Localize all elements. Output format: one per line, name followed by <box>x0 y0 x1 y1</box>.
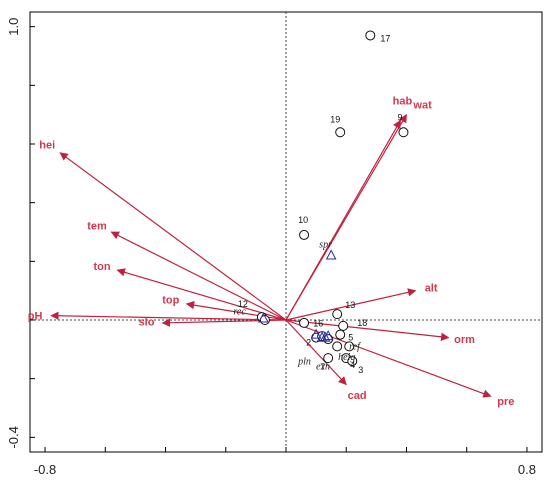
env-label-hab: hab <box>393 95 413 107</box>
env-label-tem: tem <box>87 221 107 233</box>
env-label-cad: cad <box>348 390 367 402</box>
env-arrow-pH <box>50 311 287 321</box>
x-tick-label: 0.8 <box>518 462 536 477</box>
site-label-10: 10 <box>298 215 308 225</box>
species-label-ref: ref <box>349 342 361 353</box>
species-label-exn: exn <box>316 362 330 373</box>
species-label-rec: rec <box>233 307 246 318</box>
env-arrow-cad <box>285 319 347 386</box>
site-label-7: 7 <box>320 362 325 372</box>
species-marker-pln <box>310 328 322 339</box>
site-point-19 <box>335 127 346 138</box>
env-arrow-wat <box>285 113 407 321</box>
site-label-19: 19 <box>330 114 340 124</box>
site-point-6 <box>344 341 355 352</box>
site-label-13: 13 <box>345 300 355 310</box>
site-point-3 <box>347 356 358 367</box>
env-label-slo: slo <box>139 316 155 328</box>
env-arrow-top <box>185 300 287 321</box>
y-tick-label: 1.0 <box>6 18 21 36</box>
env-label-pH: pH <box>28 310 43 322</box>
site-label-9: 9 <box>397 112 402 122</box>
site-label-4: 4 <box>350 360 355 370</box>
species-marker-rec <box>258 312 269 323</box>
site-label-3: 3 <box>358 365 363 375</box>
site-point-15 <box>299 317 310 328</box>
env-arrow-tem <box>110 231 287 321</box>
site-point-5 <box>335 329 346 340</box>
env-label-wat: wat <box>412 100 432 112</box>
site-point-13 <box>332 309 343 320</box>
site-point-7 <box>323 353 334 364</box>
site-label-18: 18 <box>357 318 367 328</box>
site-point-16 <box>332 341 343 352</box>
env-label-hei: hei <box>39 139 55 151</box>
species-label-pln: pln <box>297 357 311 368</box>
species-label-spr: spr <box>319 239 332 250</box>
site-point-18 <box>338 320 349 331</box>
env-arrow-hei <box>59 152 287 321</box>
site-label-12: 12 <box>238 299 248 309</box>
env-label-alt: alt <box>425 283 438 295</box>
y-tick-label: -0.4 <box>6 426 21 448</box>
site-label-2: 2 <box>306 338 311 348</box>
env-arrow-alt <box>285 288 417 321</box>
site-point-17 <box>365 30 376 41</box>
env-arrow-ton <box>116 268 287 321</box>
env-label-orm: orm <box>454 334 475 346</box>
site-label-17: 17 <box>380 33 390 43</box>
site-label-5: 5 <box>348 333 353 343</box>
env-label-ton: ton <box>93 261 110 273</box>
species-label-heig: heig <box>338 352 355 363</box>
species-marker-exn <box>316 331 328 342</box>
species-marker-heig <box>322 330 334 341</box>
site-label-16: 16 <box>313 318 323 328</box>
site-point-9 <box>398 127 409 138</box>
env-label-pre: pre <box>497 396 514 408</box>
species-marker-spr <box>325 249 337 260</box>
site-point-10 <box>299 229 310 240</box>
x-tick-label: -0.8 <box>34 462 56 477</box>
env-arrow-orm <box>285 319 450 341</box>
env-label-top: top <box>162 295 179 307</box>
